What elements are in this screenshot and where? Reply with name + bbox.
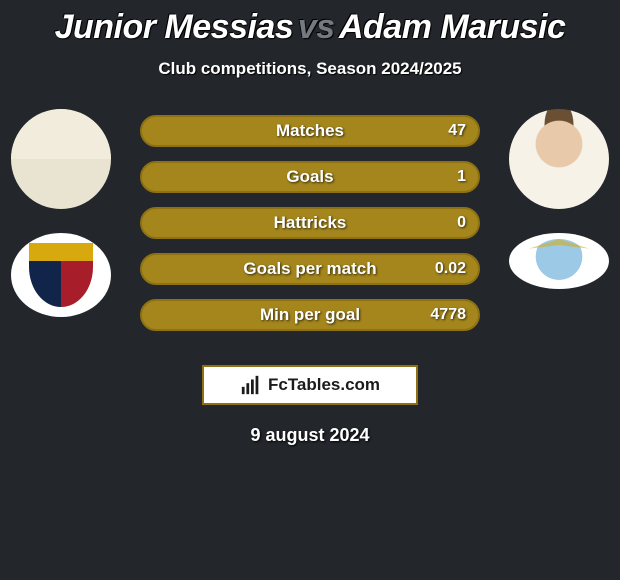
stat-right-value: 47 [448,122,466,140]
stat-label: Goals per match [243,259,376,279]
stat-bar: Min per goal 4778 [140,299,480,331]
stat-right-value: 0 [457,214,466,232]
left-column [6,109,116,317]
avatar-placeholder-icon [11,109,111,159]
stat-right-value: 4778 [430,306,466,324]
right-column [504,109,614,289]
stat-right-value: 1 [457,168,466,186]
source-logo-box: FcTables.com [202,365,418,405]
stat-right-value: 0.02 [435,260,466,278]
stat-label: Hattricks [274,213,347,233]
player2-name: Adam Marusic [339,8,565,47]
title-row: Junior Messias vs Adam Marusic [0,0,620,47]
player1-avatar [11,109,111,209]
stat-bar: Hattricks 0 [140,207,480,239]
vs-label: vs [298,8,335,47]
source-logo-text: FcTables.com [268,375,380,395]
bar-chart-icon [240,374,262,396]
stat-label: Goals [286,167,333,187]
comparison-body: Matches 47 Goals 1 Hattricks 0 Goals per… [0,109,620,339]
player1-name: Junior Messias [55,8,294,47]
stat-label: Matches [276,121,344,141]
stat-bar: Matches 47 [140,115,480,147]
subtitle: Club competitions, Season 2024/2025 [0,59,620,79]
player1-club-badge [11,233,111,317]
comparison-card: Junior Messias vs Adam Marusic Club comp… [0,0,620,580]
stat-bar: Goals per match 0.02 [140,253,480,285]
stat-bar: Goals 1 [140,161,480,193]
stat-bars: Matches 47 Goals 1 Hattricks 0 Goals per… [140,115,480,331]
player2-avatar [509,109,609,209]
stat-label: Min per goal [260,305,360,325]
player2-club-badge [509,233,609,289]
date-text: 9 august 2024 [0,425,620,446]
